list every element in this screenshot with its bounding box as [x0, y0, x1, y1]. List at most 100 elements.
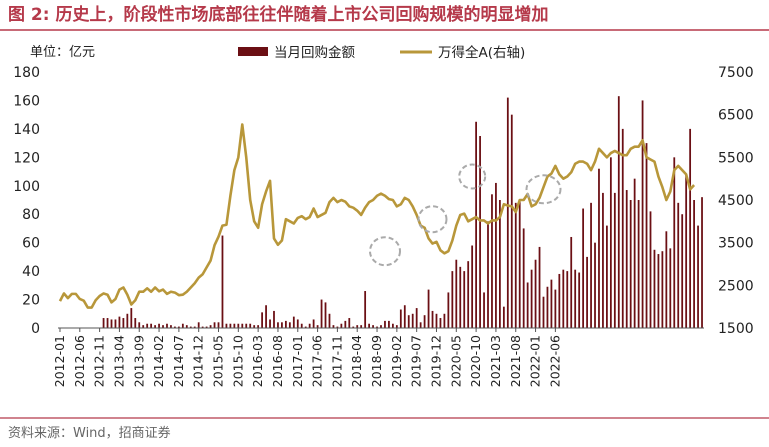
bar — [459, 266, 462, 328]
bar — [550, 279, 553, 328]
bar — [617, 96, 620, 329]
bar — [336, 326, 339, 328]
bar — [102, 318, 105, 328]
bar — [606, 225, 608, 328]
bar — [316, 325, 319, 328]
bar — [590, 202, 592, 328]
bar — [530, 269, 533, 328]
bar — [415, 308, 418, 328]
y-right-tick-label: 3500 — [718, 236, 754, 252]
bar — [427, 289, 430, 328]
bar — [304, 326, 307, 328]
bar — [487, 221, 489, 328]
bar — [570, 236, 573, 328]
x-tick-label: 2015-10 — [230, 335, 245, 387]
bar — [253, 325, 256, 328]
bar — [598, 168, 600, 328]
y-axis-left: 0 20 40 60 80 100 120 140 160 180 — [13, 65, 40, 337]
bar — [475, 121, 477, 328]
bar — [154, 325, 156, 328]
bar — [641, 100, 644, 328]
bar — [197, 322, 200, 328]
y-right-tick-label: 7500 — [718, 65, 754, 81]
legend-swatch-bar — [238, 47, 268, 56]
bar — [229, 323, 232, 328]
bar — [257, 325, 260, 328]
bar — [106, 318, 109, 328]
bar — [455, 259, 458, 328]
annotation-circle — [369, 236, 401, 267]
x-tick-label: 2018-04 — [349, 335, 364, 387]
bar — [514, 202, 517, 328]
bar — [681, 214, 684, 328]
bar — [376, 326, 378, 328]
line-series — [58, 123, 696, 309]
bar — [193, 326, 196, 328]
bar — [431, 310, 434, 328]
bar — [265, 305, 267, 328]
x-tick-label: 2014-07 — [171, 335, 186, 387]
bar — [138, 322, 141, 328]
x-tick-label: 2018-09 — [369, 335, 384, 387]
x-tick-label: 2012-06 — [72, 335, 87, 387]
bar — [158, 323, 160, 328]
y-right-tick-label: 5500 — [718, 150, 754, 166]
bar — [292, 316, 295, 328]
bar — [423, 315, 426, 328]
y-right-tick-label: 4500 — [718, 193, 754, 209]
bar — [439, 318, 442, 328]
annotation-circle — [525, 174, 562, 205]
bar — [653, 249, 656, 328]
bar — [538, 246, 541, 328]
bar — [241, 323, 244, 328]
x-tick-label: 2012-01 — [52, 335, 67, 387]
bar — [582, 208, 585, 328]
bar — [637, 200, 640, 328]
bar — [328, 313, 331, 328]
bar — [277, 322, 279, 328]
x-tick-label: 2021-08 — [508, 335, 523, 387]
bar — [645, 143, 648, 328]
bar — [629, 200, 632, 328]
x-tick-label: 2017-01 — [290, 335, 305, 387]
bar — [447, 292, 450, 328]
x-tick-label: 2014-02 — [151, 335, 166, 387]
line-series-group — [58, 123, 696, 309]
bar — [300, 323, 303, 328]
bar — [613, 192, 616, 328]
bar — [411, 313, 414, 328]
bar — [669, 248, 672, 328]
annotation-circles — [369, 163, 562, 267]
bar — [174, 326, 176, 328]
x-axis: 2012-01 2012-06 2012-11 2013-04 2013-09 2014-… — [52, 328, 562, 387]
bar — [384, 320, 386, 328]
x-tick-label: 2020-05 — [448, 335, 463, 387]
x-tick-label: 2017-11 — [329, 335, 344, 387]
y-axis-right: 1500 2500 3500 4500 5500 6500 7500 — [718, 65, 754, 337]
bar — [518, 200, 521, 328]
x-tick-label: 2016-03 — [250, 335, 265, 387]
chart-title: 图 2: 历史上，阶段性市场底部往往伴随着上市公司回购规模的明显增加 — [8, 4, 548, 25]
bar — [502, 306, 505, 328]
bar — [245, 323, 248, 328]
bar — [225, 323, 228, 328]
bar — [368, 323, 370, 328]
bar — [213, 322, 216, 328]
bar — [558, 273, 561, 328]
bar — [546, 286, 549, 328]
bar — [146, 323, 149, 328]
bar — [562, 269, 565, 328]
bar — [495, 182, 497, 328]
bar — [181, 323, 184, 328]
bar — [364, 291, 367, 328]
bar — [273, 310, 275, 328]
bar — [324, 302, 327, 328]
bar — [142, 325, 145, 328]
bar — [685, 174, 688, 328]
bar — [435, 313, 438, 328]
bar — [166, 323, 168, 328]
bar — [499, 200, 501, 328]
bar — [380, 325, 382, 328]
bar — [344, 320, 347, 328]
